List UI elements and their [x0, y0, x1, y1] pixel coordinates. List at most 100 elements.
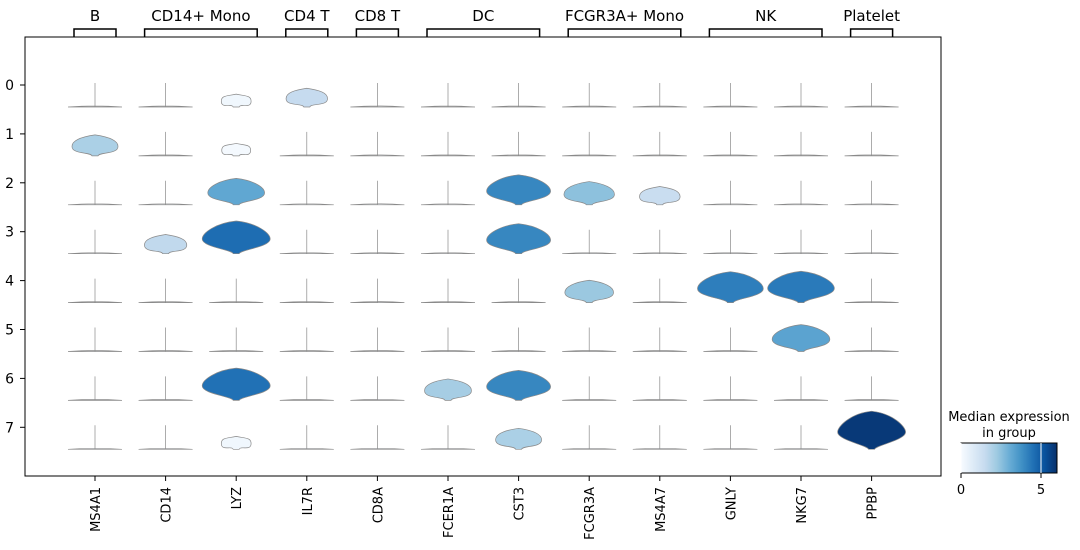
violin-CD8A-cluster-1: [350, 131, 405, 157]
violin-CST3-cluster-3: [486, 223, 551, 255]
group-bracket: [355, 28, 400, 37]
violin-CD8A-cluster-6: [350, 376, 405, 401]
violin-CD14-cluster-3: [144, 234, 188, 255]
x-tick-label: CD14: [160, 487, 175, 523]
violin-NKG7-cluster-1: [773, 131, 829, 157]
y-tick-label: 3: [5, 225, 14, 241]
violin-NKG7-cluster-6: [773, 376, 829, 401]
y-tick-label: 1: [5, 127, 14, 143]
violin-MS4A1-cluster-7: [67, 425, 123, 450]
y-tick-label: 7: [5, 420, 14, 436]
violin-CD14-cluster-2: [138, 180, 193, 206]
violin-MS4A7-cluster-5: [632, 327, 687, 352]
violin-MS4A1-cluster-0: [67, 83, 123, 108]
y-tick-label: 5: [5, 323, 14, 339]
violin-FCER1A-cluster-3: [420, 229, 476, 255]
violin-CD14-cluster-1: [138, 131, 193, 157]
violin-IL7R-cluster-7: [279, 425, 334, 450]
violin-IL7R-cluster-6: [279, 376, 334, 401]
group-bracket: [143, 28, 258, 37]
x-tick-label: MS4A7: [654, 487, 669, 532]
violin-LYZ-cluster-5: [209, 327, 264, 352]
group-label: NK: [755, 7, 777, 25]
x-tick-label: FCER1A: [442, 487, 457, 538]
y-tick-label: 0: [5, 78, 14, 94]
violin-MS4A1-cluster-2: [67, 180, 123, 206]
violin-marks: [67, 83, 906, 450]
violin-FCGR3A-cluster-5: [562, 327, 617, 352]
violin-CST3-cluster-1: [491, 131, 546, 157]
violin-CD8A-cluster-0: [350, 83, 405, 108]
x-tick-label: MS4A1: [89, 487, 104, 532]
violin-FCGR3A-cluster-2: [563, 181, 615, 206]
violin-FCER1A-cluster-4: [420, 278, 476, 303]
violin-FCGR3A-cluster-1: [562, 131, 617, 157]
violin-MS4A1-cluster-3: [67, 229, 123, 255]
group-bracket: [567, 28, 682, 37]
violin-IL7R-cluster-2: [279, 180, 334, 206]
colorbar-title-line1: Median expression: [948, 410, 1070, 425]
group-bracket: [426, 28, 541, 37]
group-label: CD8 T: [355, 7, 401, 25]
group-bracket: [708, 28, 823, 37]
violin-MS4A7-cluster-6: [632, 376, 687, 401]
violin-MS4A1-cluster-4: [67, 278, 123, 303]
violin-PPBP-cluster-1: [844, 131, 899, 157]
violin-CD8A-cluster-3: [350, 229, 405, 255]
violin-CD8A-cluster-4: [350, 278, 405, 303]
violin-GNLY-cluster-7: [703, 425, 758, 450]
violin-GNLY-cluster-3: [703, 229, 758, 255]
violin-FCER1A-cluster-1: [420, 131, 476, 157]
x-tick-label: GNLY: [724, 487, 739, 520]
violin-MS4A7-cluster-1: [632, 131, 687, 157]
violin-IL7R-cluster-3: [279, 229, 334, 255]
violin-LYZ-cluster-4: [209, 278, 264, 303]
group-label: CD14+ Mono: [151, 7, 250, 25]
violin-GNLY-cluster-2: [703, 180, 758, 206]
violin-LYZ-cluster-1: [221, 143, 252, 157]
violin-LYZ-cluster-7: [220, 436, 252, 450]
violin-NKG7-cluster-2: [773, 180, 829, 206]
group-label: CD4 T: [284, 7, 330, 25]
violin-MS4A7-cluster-0: [632, 83, 687, 108]
violin-GNLY-cluster-5: [703, 327, 758, 352]
violin-IL7R-cluster-0: [285, 87, 328, 108]
violin-PPBP-cluster-3: [844, 229, 899, 255]
violin-PPBP-cluster-4: [844, 278, 899, 303]
x-tick-label: CD8A: [371, 487, 386, 523]
violin-IL7R-cluster-5: [279, 327, 334, 352]
violin-MS4A7-cluster-7: [632, 425, 687, 450]
colorbar-gradient: [960, 442, 1058, 474]
group-label: Platelet: [843, 7, 900, 25]
group-bracket: [849, 28, 894, 37]
violin-PPBP-cluster-7: [837, 410, 906, 450]
violin-GNLY-cluster-0: [703, 83, 758, 108]
violin-LYZ-cluster-6: [201, 367, 271, 401]
violin-CST3-cluster-2: [486, 174, 551, 206]
y-tick-label: 6: [5, 371, 14, 387]
violin-PPBP-cluster-0: [844, 83, 899, 108]
violin-FCER1A-cluster-7: [420, 425, 476, 450]
colorbar-title-line2: in group: [982, 426, 1036, 441]
violin-CD14-cluster-5: [138, 327, 193, 352]
violin-FCER1A-cluster-5: [420, 327, 476, 352]
violin-CST3-cluster-7: [495, 427, 542, 450]
x-tick-label: FCGR3A: [583, 487, 598, 540]
x-tick-label: CST3: [513, 487, 528, 521]
violin-GNLY-cluster-4: [697, 271, 764, 303]
violin-MS4A1-cluster-6: [67, 376, 123, 401]
violin-IL7R-cluster-1: [279, 131, 334, 157]
violin-LYZ-cluster-0: [220, 93, 252, 108]
violin-PPBP-cluster-5: [844, 327, 899, 352]
violin-PPBP-cluster-6: [844, 376, 899, 401]
violin-MS4A7-cluster-2: [639, 186, 681, 206]
violin-CST3-cluster-6: [486, 370, 551, 401]
violin-NKG7-cluster-5: [771, 324, 831, 352]
violin-GNLY-cluster-6: [703, 376, 758, 401]
x-tick-label: LYZ: [230, 487, 245, 509]
violin-NKG7-cluster-4: [767, 270, 835, 303]
colorbar-tick-label: 5: [1037, 483, 1045, 498]
